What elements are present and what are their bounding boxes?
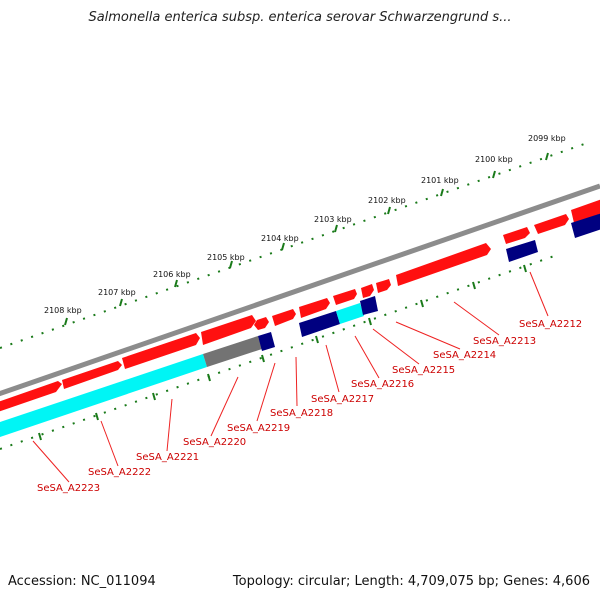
- gene-label[interactable]: SeSA_A2214: [433, 350, 496, 361]
- tick-ring-inner-majors: [38, 264, 527, 441]
- gene-label[interactable]: SeSA_A2223: [37, 483, 100, 494]
- tick-mark: [315, 335, 319, 344]
- tick-mark: [64, 317, 68, 326]
- cds-feature: [272, 309, 296, 326]
- leader-line: [166, 398, 173, 452]
- gene-label[interactable]: SeSA_A2220: [183, 437, 246, 448]
- backbone-ring: [0, 183, 600, 397]
- topology-label: Topology: circular; Length: 4,709,075 bp…: [232, 574, 590, 589]
- blast-hit-feature: [299, 311, 340, 337]
- tick-mark: [174, 279, 178, 288]
- tick-label: 2107 kbp: [98, 288, 136, 297]
- gene-label[interactable]: SeSA_A2213: [473, 336, 536, 347]
- leader-line: [32, 440, 70, 483]
- cds-feature: [503, 227, 530, 244]
- gene-label[interactable]: SeSA_A2222: [88, 467, 151, 478]
- gene-label[interactable]: SeSA_A2221: [136, 452, 199, 463]
- gene-label[interactable]: SeSA_A2217: [311, 394, 374, 405]
- tick-label: 2104 kbp: [261, 234, 299, 243]
- tick-mark: [261, 354, 265, 363]
- tick-mark: [420, 299, 424, 308]
- blast-hit-feature: [506, 240, 538, 262]
- cds-feature: [299, 298, 330, 318]
- cds-feature: [62, 361, 122, 389]
- blast-hit-feature: [0, 354, 207, 437]
- leader-line: [372, 328, 420, 365]
- cds-feature: [0, 381, 62, 412]
- tick-mark: [152, 392, 156, 401]
- tick-mark: [440, 188, 444, 197]
- gene-label[interactable]: SeSA_A2216: [351, 379, 414, 390]
- tick-mark: [119, 298, 123, 307]
- tick-mark: [38, 432, 42, 441]
- leader-line: [453, 301, 500, 336]
- leader-line: [395, 321, 461, 350]
- leader-line: [295, 356, 298, 407]
- blast-hit-feature: [571, 213, 600, 238]
- tick-mark: [281, 242, 285, 251]
- leader-line: [256, 362, 276, 422]
- cds-feature: [254, 317, 269, 330]
- cds-feature: [376, 279, 391, 293]
- tick-mark: [95, 412, 99, 421]
- cds-ring-forward: [0, 199, 600, 412]
- cds-feature: [361, 284, 374, 298]
- cds-feature: [534, 214, 569, 234]
- gene-label[interactable]: SeSA_A2215: [392, 365, 455, 376]
- blast-hit-feature: [258, 332, 275, 351]
- accession-label: Accession: NC_011094: [8, 574, 156, 589]
- tick-mark: [472, 281, 476, 290]
- tick-mark: [523, 264, 527, 273]
- tick-label: 2099 kbp: [528, 134, 566, 143]
- tick-label: 2100 kbp: [475, 155, 513, 164]
- tick-ring-outer: [0, 141, 591, 349]
- leader-line: [529, 271, 549, 317]
- tick-label: 2105 kbp: [207, 253, 245, 262]
- cds-feature: [571, 199, 600, 223]
- cds-feature: [201, 315, 256, 345]
- gene-label[interactable]: SeSA_A2219: [227, 423, 290, 434]
- cds-feature: [122, 333, 200, 369]
- gray-feature: [203, 336, 262, 367]
- map-title: Salmonella enterica subsp. enterica sero…: [88, 10, 512, 25]
- gene-label-leaders: [32, 271, 549, 483]
- tick-label: 2101 kbp: [421, 176, 459, 185]
- cds-feature: [396, 243, 491, 286]
- tick-label: 2106 kbp: [153, 270, 191, 279]
- tick-mark: [545, 152, 549, 161]
- blast-hit-ring: [0, 213, 600, 437]
- leader-line: [354, 335, 380, 379]
- blast-hit-feature: [336, 303, 364, 324]
- blast-hit-feature: [360, 296, 378, 315]
- tick-mark: [368, 317, 372, 326]
- tick-mark: [492, 170, 496, 179]
- leader-line: [325, 344, 340, 393]
- tick-mark: [229, 260, 233, 269]
- leader-line: [210, 376, 239, 437]
- tick-mark: [334, 224, 338, 233]
- cds-feature: [333, 289, 357, 305]
- tick-mark: [207, 373, 211, 382]
- tick-label: 2108 kbp: [44, 306, 82, 315]
- gene-label[interactable]: SeSA_A2212: [519, 319, 582, 330]
- tick-ring-outer-majors: [64, 152, 549, 326]
- tick-label: 2103 kbp: [314, 215, 352, 224]
- gene-labels: SeSA_A2223 SeSA_A2222 SeSA_A2221 SeSA_A2…: [37, 319, 582, 494]
- gene-label[interactable]: SeSA_A2218: [270, 408, 333, 419]
- leader-line: [100, 420, 119, 467]
- tick-mark: [387, 206, 391, 215]
- tick-label: 2102 kbp: [368, 196, 406, 205]
